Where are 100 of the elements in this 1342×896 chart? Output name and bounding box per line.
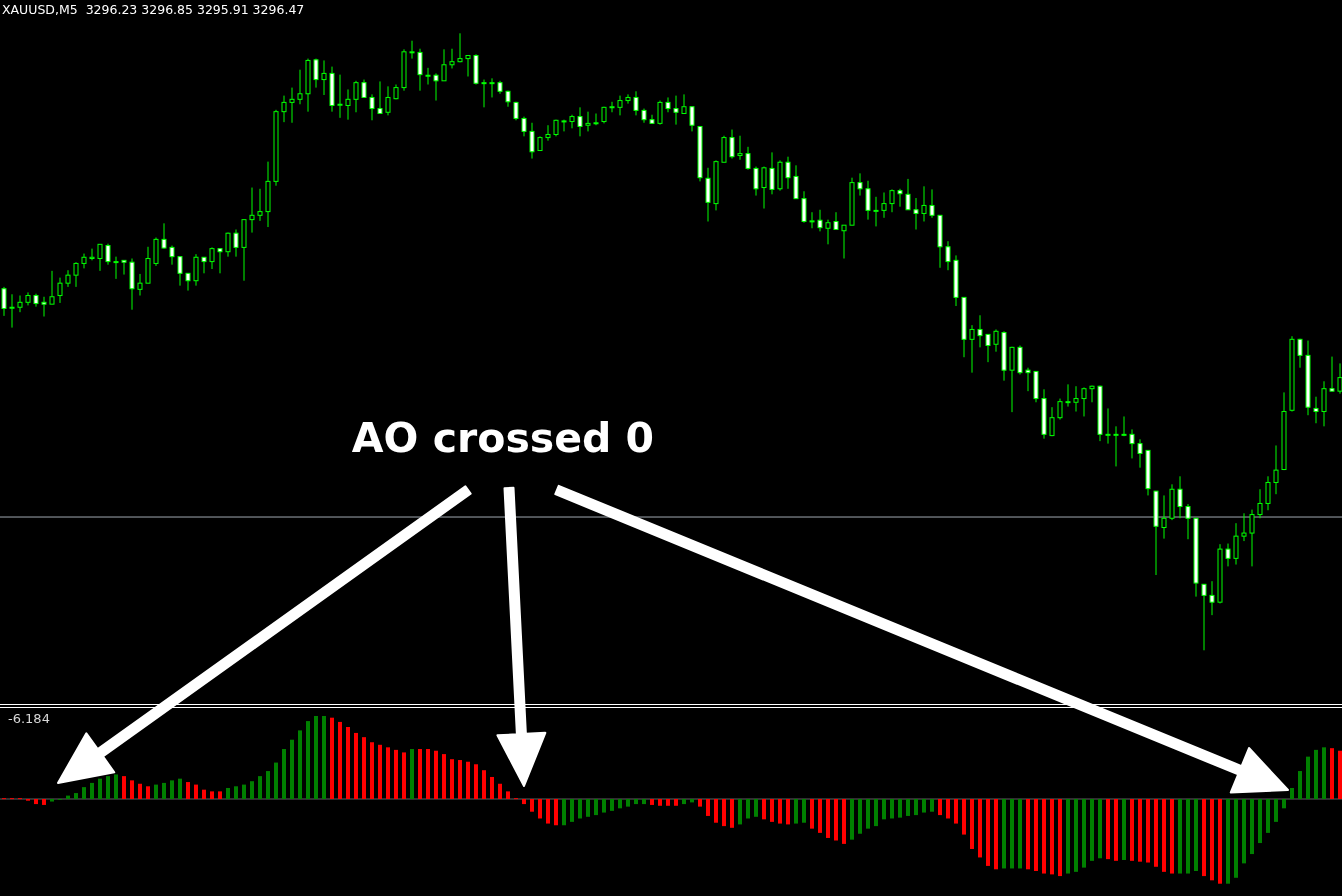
candlestick <box>817 209 823 232</box>
bar <box>1258 799 1262 844</box>
bar <box>970 799 974 849</box>
candlestick <box>921 185 927 222</box>
bar <box>650 799 654 805</box>
bar <box>122 776 126 799</box>
candlestick <box>929 188 935 219</box>
bar <box>1018 799 1022 869</box>
bar <box>1106 799 1110 860</box>
bar <box>730 799 734 828</box>
bar <box>1002 799 1006 869</box>
bar <box>1274 799 1278 822</box>
candlestick <box>657 100 663 126</box>
candlestick <box>825 219 831 245</box>
bar <box>322 715 326 799</box>
candlestick <box>857 172 863 197</box>
bar <box>866 799 870 829</box>
bar <box>354 732 358 799</box>
candlestick <box>945 240 951 271</box>
bar <box>282 749 286 799</box>
candlestick <box>169 245 175 266</box>
candlestick <box>49 270 55 305</box>
candlestick <box>1161 494 1167 540</box>
bar <box>1306 756 1310 799</box>
bar <box>586 799 590 817</box>
candlestick <box>409 40 415 60</box>
bar <box>410 749 414 799</box>
bar <box>82 787 86 799</box>
bar <box>954 799 958 824</box>
bar <box>882 799 886 820</box>
candlestick <box>1313 396 1319 424</box>
candlestick <box>681 93 687 115</box>
candlestick <box>889 188 895 213</box>
candlestick <box>985 333 991 363</box>
candlestick <box>1249 509 1255 567</box>
bar <box>834 799 838 841</box>
bar <box>530 799 534 812</box>
candlestick <box>297 69 303 105</box>
bar <box>994 799 998 870</box>
bar <box>162 782 166 799</box>
candlestick <box>977 314 983 348</box>
bar <box>810 799 814 829</box>
chart-title: XAUUSD,M5 3296.23 3296.85 3295.91 3296.47 <box>2 2 305 17</box>
candlestick <box>625 93 631 105</box>
candlestick <box>881 191 887 219</box>
bar <box>986 799 990 866</box>
bar <box>34 799 38 805</box>
candlestick <box>353 80 359 113</box>
bar <box>290 739 294 799</box>
bar <box>1130 799 1134 861</box>
bar <box>762 799 766 820</box>
bar <box>978 799 982 858</box>
candlestick <box>417 48 423 92</box>
candlestick <box>337 74 343 119</box>
candlestick <box>1329 356 1335 392</box>
bar <box>770 799 774 822</box>
bar <box>786 799 790 825</box>
candlestick <box>345 88 351 121</box>
bar <box>1162 799 1166 872</box>
bar <box>930 799 934 812</box>
candlestick <box>17 295 23 313</box>
bar <box>434 750 438 799</box>
bar <box>858 799 862 834</box>
bar <box>370 742 374 799</box>
bar <box>674 799 678 806</box>
bar <box>962 799 966 835</box>
candlestick <box>1209 580 1215 616</box>
candlestick <box>81 253 87 269</box>
bar <box>594 799 598 816</box>
candlestick <box>1233 522 1239 566</box>
candlestick <box>905 178 911 211</box>
bar <box>450 759 454 799</box>
bar <box>698 799 702 807</box>
bar <box>666 799 670 806</box>
bar <box>794 799 798 824</box>
bar <box>746 799 750 819</box>
bar <box>682 799 686 805</box>
bar <box>522 799 526 805</box>
bar <box>74 793 78 799</box>
bar <box>874 799 878 827</box>
candlestick <box>369 93 375 121</box>
candlestick <box>1065 383 1071 408</box>
bar <box>146 786 150 799</box>
bar <box>578 799 582 819</box>
bar <box>1082 799 1086 868</box>
candlestick <box>865 180 871 221</box>
bar <box>554 799 558 826</box>
candlestick <box>689 106 695 132</box>
candlestick <box>993 328 999 353</box>
bar <box>106 776 110 799</box>
bar <box>386 747 390 799</box>
bar <box>98 778 102 799</box>
candlestick <box>1057 398 1063 421</box>
candlestick <box>1241 512 1247 542</box>
candlestick <box>209 246 215 270</box>
bar <box>546 799 550 824</box>
bar <box>90 782 94 799</box>
bar <box>42 799 46 805</box>
candlestick <box>745 146 751 171</box>
bar <box>226 787 230 799</box>
